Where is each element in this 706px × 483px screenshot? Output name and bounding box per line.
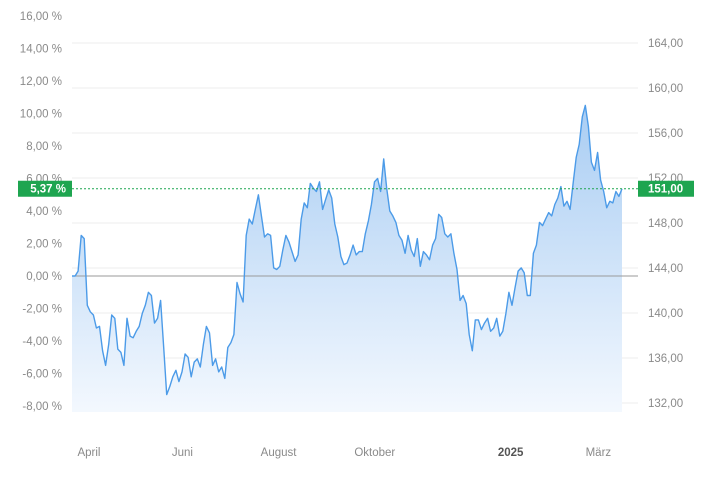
left-tick-label: -4,00 % [22, 336, 62, 348]
right-axis: 164,00160,00156,00152,00148,00144,00140,… [648, 38, 683, 410]
left-tick-label: 10,00 % [20, 109, 62, 121]
right-tick-label: 132,00 [648, 398, 683, 410]
current-pct-label: 5,37 % [30, 184, 66, 196]
series-area [72, 105, 622, 413]
x-tick-label: März [586, 447, 612, 459]
left-tick-label: 0,00 % [26, 271, 62, 283]
left-tick-label: -6,00 % [22, 369, 62, 381]
right-tick-label: 144,00 [648, 263, 683, 275]
current-price-label: 151,00 [648, 184, 683, 196]
current-pct-badge: 5,37 % [18, 180, 72, 197]
x-tick-label: April [77, 447, 100, 459]
x-tick-label: 2025 [498, 447, 524, 459]
current-price-badge: 151,00 [638, 180, 694, 197]
left-axis: 16,00 %14,00 %12,00 %10,00 %8,00 %6,00 %… [20, 11, 62, 413]
x-tick-label: Juni [172, 447, 193, 459]
left-tick-label: 16,00 % [20, 11, 62, 23]
x-tick-label: Oktober [354, 447, 395, 459]
left-tick-label: 14,00 % [20, 44, 62, 56]
right-tick-label: 156,00 [648, 128, 683, 140]
x-axis: April Juni August Oktober 2025 März [77, 447, 611, 459]
right-tick-label: 148,00 [648, 218, 683, 230]
right-tick-label: 136,00 [648, 353, 683, 365]
right-tick-label: 140,00 [648, 308, 683, 320]
left-tick-label: 4,00 % [26, 206, 62, 218]
right-tick-label: 160,00 [648, 83, 683, 95]
series-line [72, 104, 623, 396]
left-tick-label: 2,00 % [26, 239, 62, 251]
left-tick-label: -2,00 % [22, 304, 62, 316]
left-tick-label: 8,00 % [26, 141, 62, 153]
right-tick-label: 164,00 [648, 38, 683, 50]
left-tick-label: -8,00 % [22, 401, 62, 413]
left-tick-label: 12,00 % [20, 76, 62, 88]
x-tick-label: August [261, 447, 298, 459]
